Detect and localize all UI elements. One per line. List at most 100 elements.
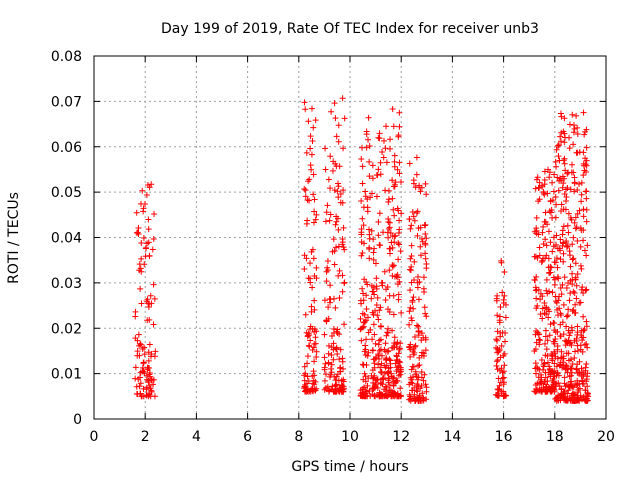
data-point <box>541 181 548 188</box>
data-point <box>583 144 590 151</box>
data-point <box>322 371 329 378</box>
data-point <box>566 248 573 255</box>
data-point <box>407 374 414 381</box>
y-tick-label: 0.04 <box>51 231 82 247</box>
data-point <box>560 331 567 338</box>
data-point <box>133 383 140 390</box>
data-point <box>417 252 424 259</box>
data-point <box>386 308 393 315</box>
data-point <box>138 268 145 275</box>
data-point <box>572 348 579 355</box>
data-point <box>417 243 424 250</box>
data-point <box>413 171 420 178</box>
data-point <box>366 173 373 180</box>
data-point <box>583 318 590 325</box>
data-point <box>360 222 367 229</box>
data-point <box>533 214 540 221</box>
data-point <box>372 356 379 363</box>
grid-lines <box>94 56 606 419</box>
data-point <box>362 318 369 325</box>
data-point <box>145 357 152 364</box>
data-point <box>144 240 151 247</box>
data-point <box>398 210 405 217</box>
data-point <box>373 283 380 290</box>
data-point <box>538 258 545 265</box>
data-point <box>497 379 504 386</box>
data-point <box>494 356 501 363</box>
data-point <box>390 311 397 318</box>
data-point <box>547 209 554 216</box>
data-point <box>572 276 579 283</box>
x-tick-label: 10 <box>341 429 359 445</box>
data-point <box>535 198 542 205</box>
data-point <box>552 335 559 342</box>
data-point <box>421 288 428 295</box>
data-point <box>307 260 314 267</box>
data-point <box>549 384 556 391</box>
data-point <box>418 235 425 242</box>
data-point <box>304 387 311 394</box>
data-point <box>563 186 570 193</box>
data-point <box>548 368 555 375</box>
data-point <box>568 369 575 376</box>
data-point <box>557 138 564 145</box>
data-point <box>547 263 554 270</box>
data-point <box>561 115 568 122</box>
data-point <box>360 362 367 369</box>
data-point <box>554 264 561 271</box>
y-axis-label: ROTI / TECUs <box>6 192 22 284</box>
data-point <box>389 327 396 334</box>
data-point <box>536 179 543 186</box>
data-point <box>309 138 316 145</box>
data-point <box>571 188 578 195</box>
data-point <box>393 377 400 384</box>
data-point <box>408 315 415 322</box>
data-point <box>376 347 383 354</box>
data-point <box>540 223 547 230</box>
x-tick-label: 18 <box>546 429 564 445</box>
data-point <box>553 241 560 248</box>
data-point <box>151 211 158 218</box>
data-point <box>563 194 570 201</box>
data-point <box>380 137 387 144</box>
data-point <box>409 363 416 370</box>
data-point <box>558 348 565 355</box>
data-point <box>395 350 402 357</box>
data-point <box>568 161 575 168</box>
data-point <box>420 377 427 384</box>
data-point <box>396 217 403 224</box>
data-point <box>493 297 500 304</box>
data-point <box>340 187 347 194</box>
data-point <box>381 393 388 400</box>
data-point <box>301 252 308 259</box>
data-point <box>375 352 382 359</box>
data-point <box>372 260 379 267</box>
axis-ticks: 0 2 4 6 8 10 12 14 16 18 20 0 0.01 0.02 0.03 0.04 0.05 0.… <box>51 49 615 445</box>
data-point <box>138 300 145 307</box>
data-point <box>556 383 563 390</box>
data-point <box>422 381 429 388</box>
data-point <box>307 337 314 344</box>
data-point <box>397 385 404 392</box>
data-point <box>137 200 144 207</box>
data-point <box>584 390 591 397</box>
data-point <box>539 257 546 264</box>
data-point <box>359 180 366 187</box>
data-point <box>494 312 501 319</box>
data-point <box>337 368 344 375</box>
data-point <box>308 151 315 158</box>
data-point <box>395 362 402 369</box>
data-point <box>566 121 573 128</box>
data-point <box>140 359 147 366</box>
data-point <box>580 237 587 244</box>
y-tick-label: 0.08 <box>51 49 82 65</box>
data-point <box>419 390 426 397</box>
data-point <box>570 288 577 295</box>
data-point <box>310 344 317 351</box>
data-point <box>146 341 153 348</box>
data-point <box>376 135 383 142</box>
data-point <box>539 229 546 236</box>
data-point <box>380 154 387 161</box>
data-point <box>334 188 341 195</box>
